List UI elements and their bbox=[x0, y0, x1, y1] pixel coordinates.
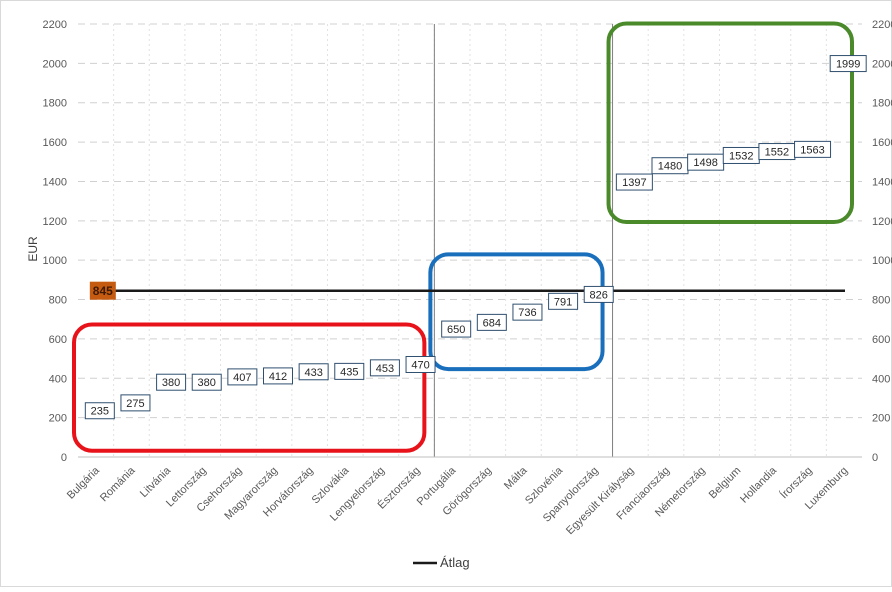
data-point-box bbox=[794, 140, 832, 158]
data-point-box bbox=[615, 173, 653, 191]
data-label: 380 bbox=[162, 377, 180, 389]
data-label: 407 bbox=[233, 372, 251, 384]
average-layer: 845 bbox=[89, 281, 845, 300]
y-tick-label-left: 0 bbox=[61, 452, 67, 464]
y-tick-label-right: 400 bbox=[872, 373, 890, 385]
y-tick-label-left: 600 bbox=[49, 334, 67, 346]
data-point-box bbox=[512, 303, 543, 321]
data-point-box bbox=[441, 320, 472, 338]
group-layer bbox=[72, 21, 855, 453]
data-label: 1532 bbox=[729, 150, 753, 162]
y-tick-label-right: 1800 bbox=[872, 98, 892, 110]
y-tick-label-left: 400 bbox=[49, 373, 67, 385]
data-label: 1563 bbox=[800, 144, 824, 156]
y-tick-label-right: 600 bbox=[872, 334, 890, 346]
data-label: 1552 bbox=[765, 147, 789, 159]
data-point-box bbox=[156, 373, 187, 391]
data-label: 433 bbox=[304, 367, 322, 379]
data-label: 684 bbox=[483, 317, 501, 329]
mark-layer: 235 275 380 380 407 412 433 435 453 470 650 684 736 7… bbox=[84, 55, 867, 420]
data-label: 826 bbox=[590, 289, 608, 301]
data-label: 1498 bbox=[693, 157, 717, 169]
y-tick-label-right: 1000 bbox=[872, 255, 892, 267]
data-label: 275 bbox=[126, 398, 144, 410]
data-point-box bbox=[583, 285, 614, 303]
y-tick-label-right: 0 bbox=[872, 452, 878, 464]
legend-layer: Átlag bbox=[413, 555, 470, 570]
y-tick-label-left: 1600 bbox=[43, 137, 67, 149]
y-tick-label-left: 1200 bbox=[43, 216, 67, 228]
average-label-box bbox=[89, 281, 116, 300]
y-tick-label-left: 1000 bbox=[43, 255, 67, 267]
data-label: 235 bbox=[91, 406, 109, 418]
y-tick-label-right: 2000 bbox=[872, 58, 892, 70]
data-label: 650 bbox=[447, 324, 465, 336]
average-label: 845 bbox=[93, 284, 113, 298]
y-tick-label-right: 1400 bbox=[872, 176, 892, 188]
group-outline bbox=[72, 322, 427, 453]
y-tick-label-left: 200 bbox=[49, 413, 67, 425]
y-tick-label-right: 1200 bbox=[872, 216, 892, 228]
y-tick-label-right: 800 bbox=[872, 295, 890, 307]
data-point-box bbox=[476, 313, 507, 331]
y-tick-label-left: 1800 bbox=[43, 98, 67, 110]
data-point-box bbox=[548, 292, 579, 310]
data-label: 470 bbox=[411, 359, 429, 371]
data-label: 1999 bbox=[836, 59, 860, 71]
data-label: 736 bbox=[518, 307, 536, 319]
data-label: 791 bbox=[554, 296, 572, 308]
data-point-box bbox=[120, 394, 151, 412]
data-point-box bbox=[263, 367, 293, 385]
data-label: 453 bbox=[376, 363, 394, 375]
y-tick-label-left: 1400 bbox=[43, 176, 67, 188]
y-tick-label-right: 2200 bbox=[872, 19, 892, 31]
data-label: 1397 bbox=[622, 177, 646, 189]
legend-label-average: Átlag bbox=[440, 555, 470, 570]
data-point-box bbox=[191, 373, 222, 391]
data-point-box bbox=[369, 359, 400, 377]
data-label: 412 bbox=[269, 371, 287, 383]
data-label: 435 bbox=[340, 366, 358, 378]
data-point-box bbox=[227, 368, 258, 386]
data-point-box bbox=[334, 362, 365, 380]
y-axis-title: EUR bbox=[26, 236, 40, 262]
y-tick-label-left: 2000 bbox=[43, 58, 67, 70]
y-tick-label-left: 800 bbox=[49, 295, 67, 307]
y-tick-label-right: 200 bbox=[872, 413, 890, 425]
data-label: 1480 bbox=[658, 161, 682, 173]
group-outline bbox=[606, 21, 855, 225]
data-point-box bbox=[405, 355, 436, 373]
data-point-box bbox=[84, 402, 115, 420]
group-outline bbox=[428, 252, 605, 372]
y-tick-label-left: 2200 bbox=[43, 19, 67, 31]
y-tick-label-right: 1600 bbox=[872, 137, 892, 149]
data-label: 380 bbox=[198, 377, 216, 389]
data-point-box bbox=[298, 363, 329, 381]
data-point-box bbox=[829, 55, 867, 73]
